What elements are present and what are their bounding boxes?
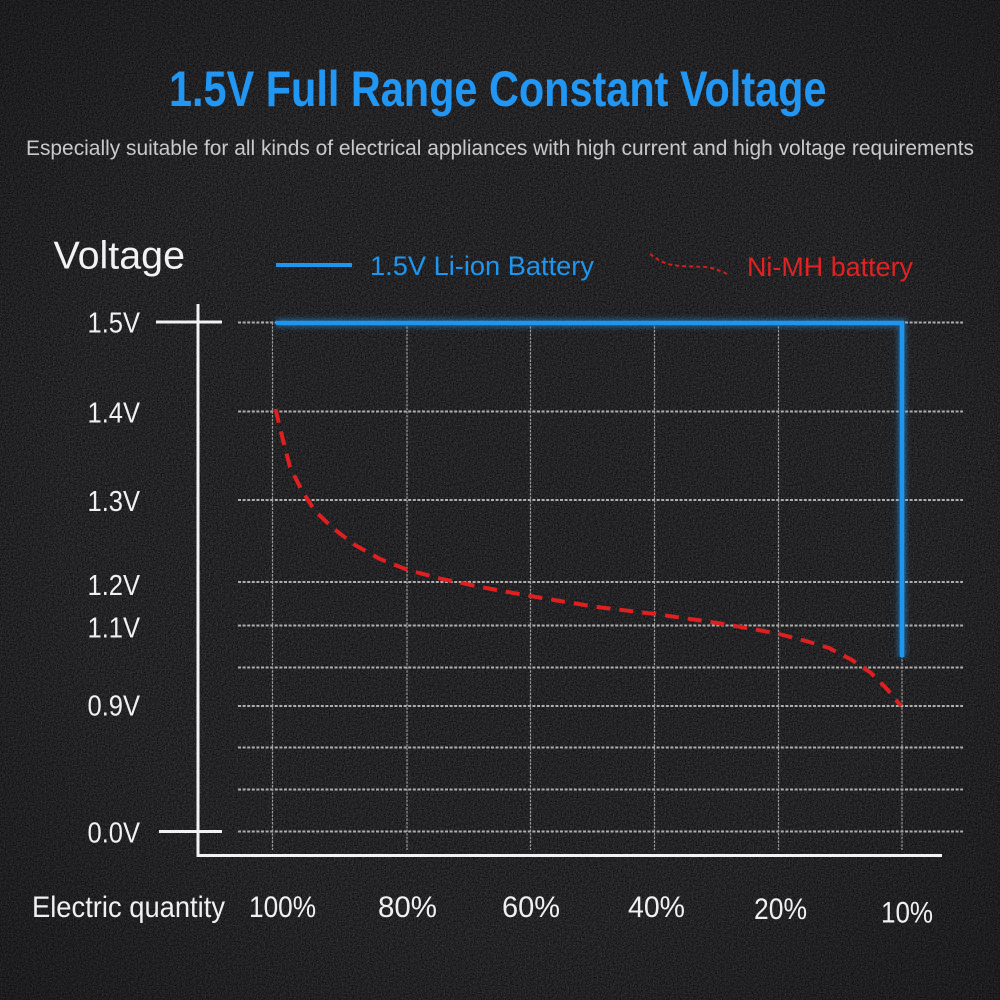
svg-text:1.5V Full Range Constant Volta: 1.5V Full Range Constant Voltage: [169, 61, 827, 117]
svg-text:Voltage: Voltage: [54, 235, 186, 278]
svg-text:0.0V: 0.0V: [88, 818, 141, 850]
svg-text:1.4V: 1.4V: [88, 398, 141, 430]
svg-text:100%: 100%: [249, 891, 316, 924]
svg-text:0.9V: 0.9V: [88, 691, 141, 723]
svg-text:Ni-MH battery: Ni-MH battery: [747, 252, 914, 282]
svg-text:1.3V: 1.3V: [88, 486, 141, 518]
svg-text:Electric quantity: Electric quantity: [32, 891, 225, 924]
svg-text:1.1V: 1.1V: [88, 613, 141, 645]
svg-text:10%: 10%: [881, 897, 933, 930]
svg-text:1.5V Li-ion Battery: 1.5V Li-ion Battery: [370, 251, 595, 281]
svg-text:1.5V: 1.5V: [88, 308, 141, 340]
svg-text:20%: 20%: [754, 893, 807, 926]
svg-text:Especially suitable for all ki: Especially suitable for all kinds of ele…: [26, 136, 974, 160]
svg-text:1.2V: 1.2V: [88, 570, 141, 602]
svg-text:40%: 40%: [628, 891, 685, 924]
svg-text:80%: 80%: [378, 891, 437, 924]
svg-text:60%: 60%: [502, 891, 560, 924]
